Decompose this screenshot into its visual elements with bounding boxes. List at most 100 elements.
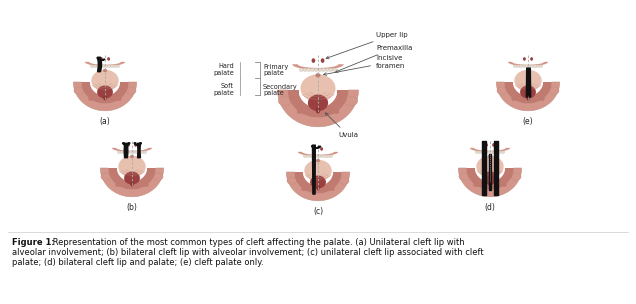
Ellipse shape <box>307 155 310 157</box>
Ellipse shape <box>127 143 130 147</box>
Ellipse shape <box>519 65 522 67</box>
Ellipse shape <box>487 151 490 154</box>
Ellipse shape <box>96 65 99 67</box>
Ellipse shape <box>339 177 349 184</box>
Ellipse shape <box>132 151 135 154</box>
Ellipse shape <box>308 95 328 111</box>
Polygon shape <box>100 168 163 197</box>
Ellipse shape <box>321 58 324 63</box>
Polygon shape <box>298 90 338 113</box>
Text: Uvula: Uvula <box>325 113 358 138</box>
Ellipse shape <box>123 151 127 154</box>
Ellipse shape <box>94 75 116 92</box>
Ellipse shape <box>318 68 322 71</box>
Ellipse shape <box>526 69 530 72</box>
Text: (b): (b) <box>127 203 137 212</box>
Ellipse shape <box>492 143 495 147</box>
Ellipse shape <box>493 151 496 154</box>
Ellipse shape <box>74 87 84 94</box>
Text: (d): (d) <box>485 203 495 212</box>
Ellipse shape <box>528 65 531 67</box>
Ellipse shape <box>97 86 113 98</box>
Ellipse shape <box>279 96 291 106</box>
Ellipse shape <box>118 151 121 154</box>
Polygon shape <box>302 172 334 190</box>
Ellipse shape <box>315 155 318 157</box>
Ellipse shape <box>121 161 143 178</box>
Ellipse shape <box>511 173 521 180</box>
Ellipse shape <box>111 65 114 67</box>
Text: (c): (c) <box>313 207 323 216</box>
Ellipse shape <box>303 155 307 157</box>
Ellipse shape <box>329 155 333 157</box>
Ellipse shape <box>310 176 326 188</box>
Polygon shape <box>112 148 152 152</box>
Ellipse shape <box>107 65 111 67</box>
Ellipse shape <box>153 173 163 180</box>
Ellipse shape <box>325 68 329 71</box>
Polygon shape <box>116 168 148 186</box>
Text: Secondary
palate: Secondary palate <box>263 84 298 96</box>
Text: Soft
palate: Soft palate <box>213 84 234 96</box>
Ellipse shape <box>481 151 485 154</box>
Ellipse shape <box>307 68 311 71</box>
Ellipse shape <box>495 151 499 154</box>
Ellipse shape <box>497 87 507 94</box>
Ellipse shape <box>303 68 307 71</box>
Ellipse shape <box>126 87 136 94</box>
Polygon shape <box>294 172 342 194</box>
Ellipse shape <box>517 75 539 92</box>
Ellipse shape <box>105 65 108 67</box>
Ellipse shape <box>476 151 479 154</box>
Ellipse shape <box>103 69 107 72</box>
Ellipse shape <box>143 151 146 154</box>
Ellipse shape <box>129 151 132 154</box>
Polygon shape <box>312 146 321 148</box>
Ellipse shape <box>520 86 536 98</box>
Ellipse shape <box>324 155 327 157</box>
Text: (e): (e) <box>523 117 534 126</box>
Ellipse shape <box>513 65 516 67</box>
Ellipse shape <box>92 70 119 92</box>
Ellipse shape <box>126 151 129 154</box>
Polygon shape <box>470 148 510 152</box>
Ellipse shape <box>107 57 110 61</box>
Ellipse shape <box>549 87 559 94</box>
Ellipse shape <box>100 57 103 61</box>
Polygon shape <box>287 90 349 118</box>
Ellipse shape <box>523 57 526 61</box>
Ellipse shape <box>304 160 332 181</box>
Ellipse shape <box>536 65 540 67</box>
Ellipse shape <box>130 181 134 186</box>
Ellipse shape <box>116 65 120 67</box>
Ellipse shape <box>315 74 321 77</box>
Polygon shape <box>466 168 514 190</box>
Ellipse shape <box>478 151 481 154</box>
Ellipse shape <box>301 74 335 102</box>
Polygon shape <box>277 90 359 127</box>
Polygon shape <box>108 168 156 190</box>
Ellipse shape <box>476 156 504 177</box>
Ellipse shape <box>329 68 333 71</box>
Polygon shape <box>85 62 125 66</box>
Polygon shape <box>474 168 506 186</box>
Ellipse shape <box>333 68 336 71</box>
Ellipse shape <box>482 171 498 185</box>
Polygon shape <box>504 82 552 104</box>
Polygon shape <box>73 82 137 111</box>
Text: (a): (a) <box>100 117 111 126</box>
Ellipse shape <box>485 143 488 147</box>
Ellipse shape <box>539 65 543 67</box>
Ellipse shape <box>312 155 315 157</box>
Ellipse shape <box>484 151 487 154</box>
Ellipse shape <box>309 155 312 157</box>
Polygon shape <box>298 152 338 156</box>
Text: Figure 1:: Figure 1: <box>12 238 55 247</box>
Ellipse shape <box>525 65 528 67</box>
Ellipse shape <box>316 159 320 162</box>
Ellipse shape <box>530 65 534 67</box>
Ellipse shape <box>316 185 320 190</box>
Ellipse shape <box>313 147 316 151</box>
Polygon shape <box>459 168 522 197</box>
Ellipse shape <box>135 151 138 154</box>
